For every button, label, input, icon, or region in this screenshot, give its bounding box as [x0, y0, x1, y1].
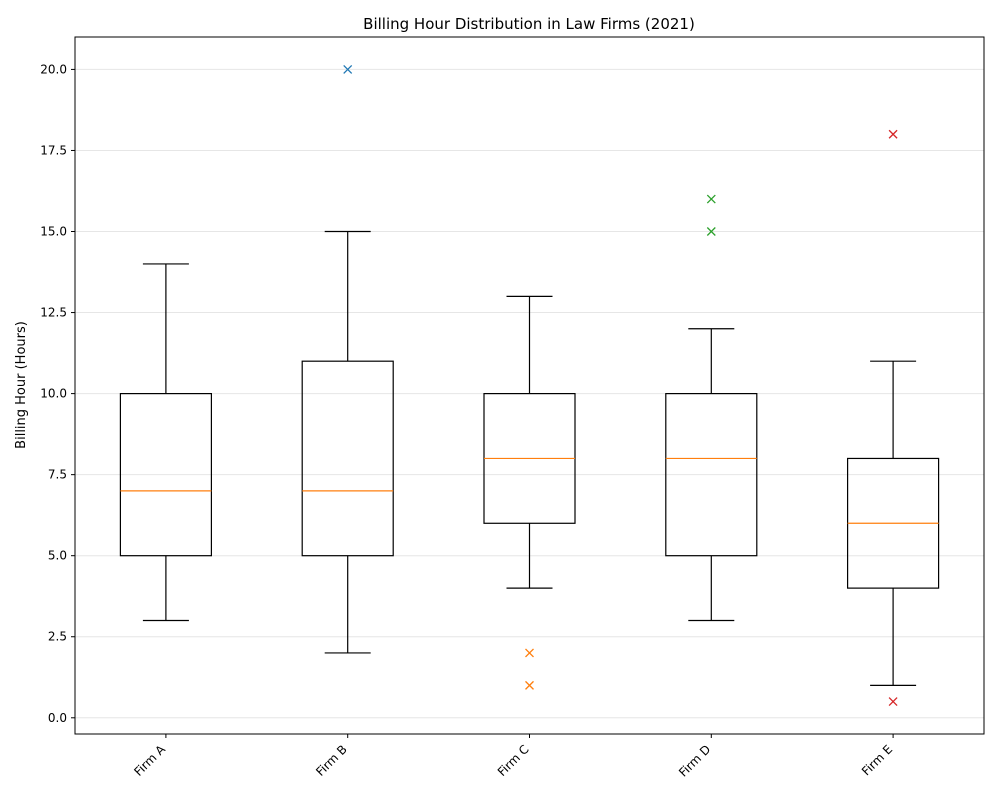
- x-tick-label: Firm B: [313, 742, 350, 779]
- iqr-box: [665, 393, 758, 557]
- x-tick-label: Firm C: [495, 742, 532, 779]
- box-3: [483, 295, 576, 690]
- y-tick-label: 20.0: [40, 62, 67, 76]
- outlier-marker: [525, 680, 534, 690]
- x-tick-label: Firm D: [676, 742, 713, 779]
- y-tick-label: 0.0: [48, 711, 67, 725]
- outlier-stroke: [706, 194, 716, 204]
- y-tick-label: 5.0: [48, 549, 67, 563]
- outlier-stroke: [888, 697, 898, 707]
- outlier-marker: [706, 227, 716, 236]
- box-layer: [119, 64, 940, 707]
- y-tick-label: 17.5: [40, 143, 67, 157]
- y-tick-label: 12.5: [40, 306, 67, 320]
- outlier-marker: [706, 194, 716, 204]
- y-tick-label: 7.5: [48, 468, 67, 482]
- chart-title: Billing Hour Distribution in Law Firms (…: [363, 15, 695, 33]
- box-5: [846, 129, 940, 707]
- y-axis-label: Billing Hour (Hours): [14, 321, 29, 449]
- outlier-marker: [525, 648, 534, 658]
- tick-layer: 0.0 2.5 5.0 7.5 10.0 12.5 15.0 17.5 20.0 Firm A Fi…: [40, 62, 895, 779]
- outlier-stroke: [343, 64, 353, 74]
- box-4: [665, 194, 758, 622]
- outlier-stroke: [525, 648, 534, 658]
- outlier-stroke: [525, 680, 534, 690]
- x-tick-label: Firm A: [131, 742, 168, 779]
- outlier-stroke: [888, 129, 898, 139]
- outlier-marker: [888, 697, 898, 707]
- y-tick-label: 15.0: [40, 225, 67, 239]
- box-2: [301, 64, 394, 654]
- x-tick-label: Firm E: [859, 742, 895, 778]
- outlier-marker: [343, 64, 353, 74]
- box-1: [119, 263, 213, 622]
- iqr-box: [301, 360, 394, 557]
- iqr-box: [119, 393, 213, 557]
- outlier-marker: [888, 129, 898, 139]
- outlier-stroke: [706, 227, 716, 236]
- y-tick-label: 2.5: [48, 630, 67, 644]
- y-tick-label: 10.0: [40, 387, 67, 401]
